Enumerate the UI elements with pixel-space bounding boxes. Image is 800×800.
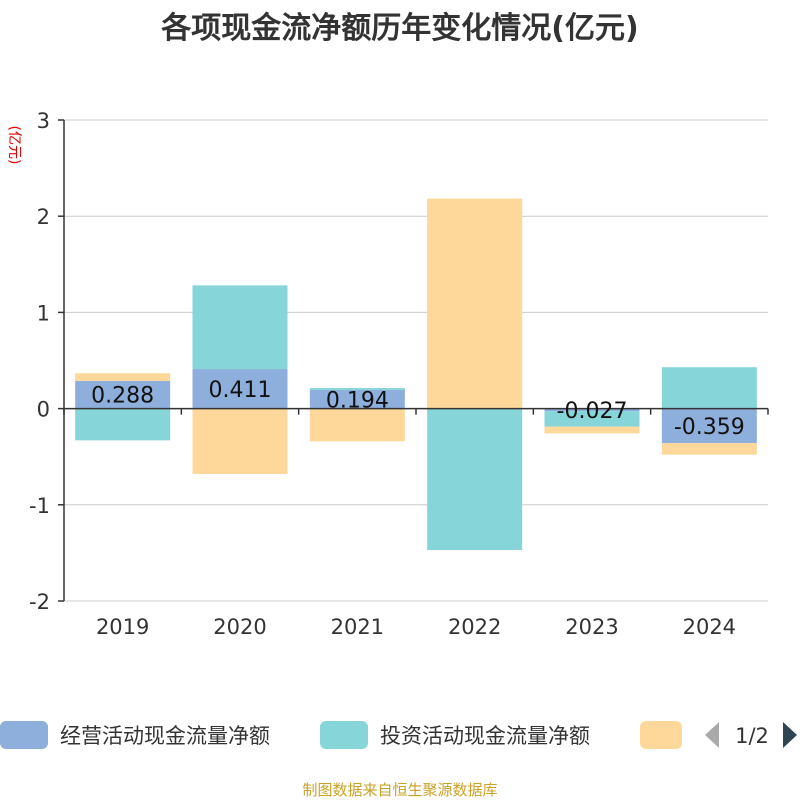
bar-series-2-2019	[75, 373, 171, 381]
bar-series-1-2021	[309, 388, 405, 390]
legend-swatch-operating[interactable]	[0, 721, 48, 749]
y-tick-label: 3	[37, 109, 50, 133]
y-tick-label: 2	[37, 205, 50, 229]
data-label-2021: 0.194	[326, 388, 389, 413]
bar-series-2-2023	[544, 426, 640, 434]
bar-series-1-2023	[544, 411, 640, 427]
bar-series-0-2019	[75, 380, 171, 409]
x-tick-label-2023: 2023	[565, 615, 618, 639]
legend-swatch-financing[interactable]	[640, 721, 682, 749]
bars	[75, 198, 757, 551]
bar-series-2-2020	[192, 408, 288, 475]
bar-series-2-2022	[427, 198, 523, 409]
data-label-2024: -0.359	[674, 415, 745, 440]
x-tick-label-2024: 2024	[683, 615, 736, 639]
bar-series-0-2021	[309, 389, 405, 409]
y-tick-label: 0	[37, 398, 50, 422]
legend-swatch-investing[interactable]	[320, 721, 368, 749]
y-tick-label: -1	[29, 494, 50, 518]
axes: -2 -1 0 1 2 3 2019 2020 2021 2022 2023 2024	[29, 109, 769, 639]
legend-next-page-icon[interactable]	[783, 722, 797, 748]
legend-label-operating[interactable]: 经营活动现金流量净额	[60, 724, 270, 748]
y-axis-unit-label: (亿元)	[6, 126, 22, 165]
data-label-2023: -0.027	[557, 399, 628, 424]
bar-series-1-2019	[75, 408, 171, 441]
x-tick-label-2019: 2019	[96, 615, 149, 639]
grid-lines	[64, 119, 768, 602]
data-label-2020: 0.411	[209, 378, 272, 403]
x-tick-label-2022: 2022	[448, 615, 501, 639]
data-label-2019: 0.288	[91, 384, 154, 409]
legend-page-indicator: 1/2	[735, 724, 769, 748]
x-tick-label-2020: 2020	[213, 615, 266, 639]
legend-label-investing[interactable]: 投资活动现金流量净额	[380, 724, 590, 748]
bar-series-0-2023	[544, 408, 640, 412]
y-tick-label: 1	[37, 301, 50, 325]
chart-title: 各项现金流净额历年变化情况(亿元)	[160, 11, 638, 46]
legend-prev-page-icon[interactable]	[705, 722, 719, 748]
x-tick-label-2021: 2021	[331, 615, 384, 639]
bar-series-0-2024	[661, 408, 757, 444]
legend: 经营活动现金流量净额 投资活动现金流量净额 1/2	[0, 721, 797, 749]
y-tick-label: -2	[29, 590, 50, 614]
data-labels: 0.288 0.411 0.194 -0.027 -0.359	[91, 378, 745, 440]
bar-series-1-2022	[427, 408, 523, 551]
bar-series-1-2024	[661, 367, 757, 409]
bar-series-1-2020	[192, 285, 288, 370]
bar-series-2-2021	[309, 408, 405, 442]
bar-series-0-2020	[192, 369, 288, 409]
bar-series-2-2024	[661, 443, 757, 455]
data-source-note: 制图数据来自恒生聚源数据库	[302, 781, 497, 799]
